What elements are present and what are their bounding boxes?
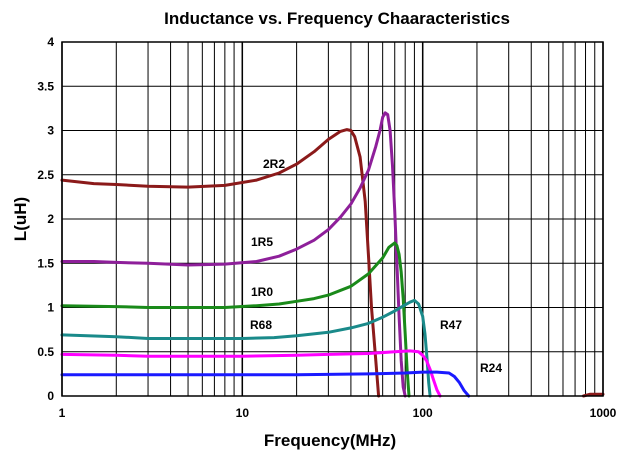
y-axis-label: L(uH) (11, 197, 30, 241)
series-line-2r2 (60, 128, 381, 398)
y-tick-label: 1.5 (37, 256, 54, 270)
series-layer (60, 111, 605, 398)
plot-frame (61, 41, 604, 397)
y-tick-label: 0.5 (37, 345, 54, 359)
chart-title: Inductance vs. Frequency Chaaracteristic… (164, 9, 510, 28)
series-line-r68 (60, 298, 432, 398)
y-tick-label: 2 (47, 212, 54, 226)
tick-labels: 1 10 100 1000 0 0.5 1 1.5 2 2.5 3 3.5 4 (37, 35, 616, 420)
series-line-1r0 (60, 241, 411, 398)
series-label-r24: R24 (480, 361, 502, 375)
series-label-2r2: 2R2 (263, 157, 285, 171)
y-tick-label: 0 (47, 389, 54, 403)
y-tick-label: 2.5 (37, 168, 54, 182)
y-tick-label: 1 (47, 301, 54, 315)
series-line-r24 (60, 370, 471, 398)
y-tick-label: 3 (47, 124, 54, 138)
series-label-r68: R68 (250, 318, 272, 332)
series-line-1r5 (60, 111, 407, 398)
x-tick-label: 100 (413, 406, 433, 420)
series-labels: 2R2 1R5 1R0 R68 R47 R24 (250, 157, 502, 375)
y-tick-label: 3.5 (37, 79, 54, 93)
y-tick-label: 4 (47, 35, 54, 49)
series-label-1r5: 1R5 (251, 235, 273, 249)
x-tick-label: 1 (59, 406, 66, 420)
x-tick-label: 10 (236, 406, 250, 420)
x-tick-label: 1000 (590, 406, 617, 420)
series-label-r47: R47 (440, 318, 462, 332)
series-label-1r0: 1R0 (251, 285, 273, 299)
series-line-tail (582, 392, 605, 398)
x-axis-label: Frequency(MHz) (264, 431, 396, 450)
grid (61, 41, 604, 397)
